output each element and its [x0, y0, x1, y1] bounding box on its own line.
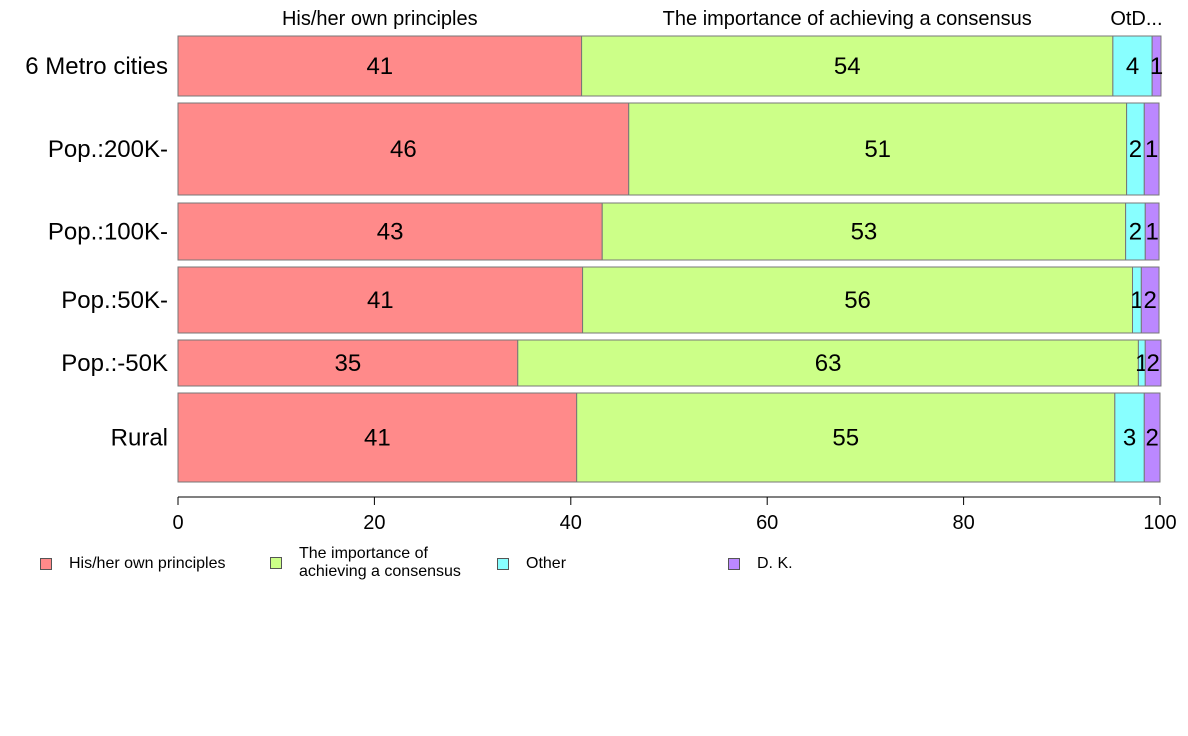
data-label: 3	[1123, 425, 1136, 452]
legend-item: His/her own principles	[40, 555, 226, 573]
bar-segment	[1144, 339, 1162, 387]
legend-swatch	[728, 558, 740, 570]
data-label: 46	[390, 136, 417, 163]
data-label: 2	[1129, 219, 1142, 246]
data-label: 4	[1126, 53, 1139, 80]
legend-label: His/her own principles	[69, 555, 226, 573]
x-tick-label: 20	[363, 512, 385, 534]
bar-segment	[1143, 102, 1160, 196]
legend-swatch	[270, 557, 282, 569]
bar-segment	[1140, 266, 1160, 334]
data-label: 41	[367, 287, 394, 314]
data-label: 1	[1150, 53, 1163, 80]
data-label: 35	[335, 350, 362, 377]
category-label: 6 Metro cities	[25, 53, 168, 80]
category-label: Rural	[111, 425, 168, 452]
data-label: 55	[832, 425, 859, 452]
x-tick-label: 0	[172, 512, 183, 534]
x-tick-label: 100	[1143, 512, 1176, 534]
bar-segment	[177, 202, 603, 261]
category-label: Pop.:200K-	[48, 136, 168, 163]
category-label: Pop.:50K-	[61, 287, 168, 314]
legend-item: The importance of achieving a consensus	[270, 545, 461, 581]
bar-segment	[582, 266, 1134, 334]
bar-segment	[177, 266, 584, 334]
data-label: 1	[1145, 219, 1158, 246]
category-label: Pop.:-50K	[61, 350, 168, 377]
legend: His/her own principles The importance of a…	[40, 545, 1140, 590]
legend-swatch	[40, 558, 52, 570]
category-label: Pop.:100K-	[48, 219, 168, 246]
legend-label: The importance of achieving a consensus	[299, 545, 461, 581]
legend-label: D. K.	[757, 555, 793, 573]
bar-segment	[1144, 202, 1160, 261]
bar-segment	[177, 339, 519, 387]
top-column-label: The importance of achieving a consensus	[663, 8, 1032, 30]
legend-swatch	[497, 558, 509, 570]
bar-segment	[177, 102, 630, 196]
data-label: 2	[1146, 350, 1159, 377]
bar-segment	[1151, 35, 1162, 97]
data-label: 2	[1129, 136, 1142, 163]
bar-segment	[1112, 35, 1153, 97]
legend-label-line: Other	[526, 555, 567, 572]
data-label: 51	[864, 136, 891, 163]
bar-segment	[177, 35, 583, 97]
top-column-label: OtD...	[1110, 8, 1162, 30]
legend-label-line: The importance of	[299, 545, 428, 562]
data-label: 1	[1130, 287, 1143, 314]
data-label: 54	[834, 53, 861, 80]
x-tick-label: 60	[756, 512, 778, 534]
bar-segment	[517, 339, 1139, 387]
data-label: 43	[377, 219, 404, 246]
data-label: 53	[851, 219, 878, 246]
x-tick-label: 80	[952, 512, 974, 534]
stacked-bar-chart: His/her own principles The importance of …	[25, 8, 1176, 534]
legend-label: Other	[526, 555, 566, 573]
bar-segment	[1114, 392, 1145, 483]
data-label: 56	[844, 287, 871, 314]
bar-segment	[177, 392, 578, 483]
x-tick-label: 40	[560, 512, 582, 534]
legend-item: D. K.	[728, 555, 793, 573]
bar-segment	[601, 202, 1127, 261]
data-label: 2	[1145, 425, 1158, 452]
bar-segment	[1143, 392, 1161, 483]
bar-segment	[628, 102, 1128, 196]
data-label: 41	[366, 53, 393, 80]
top-column-label: His/her own principles	[282, 8, 478, 30]
legend-label-line: His/her own principles	[69, 555, 226, 572]
legend-label-line: D. K.	[757, 555, 793, 572]
bar-segment	[581, 35, 1114, 97]
bar-segment	[576, 392, 1116, 483]
data-label: 2	[1144, 287, 1157, 314]
data-label: 63	[815, 350, 842, 377]
data-label: 1	[1145, 136, 1158, 163]
legend-item: Other	[497, 555, 566, 573]
data-label: 41	[364, 425, 391, 452]
legend-label-line: achieving a consensus	[299, 563, 461, 580]
